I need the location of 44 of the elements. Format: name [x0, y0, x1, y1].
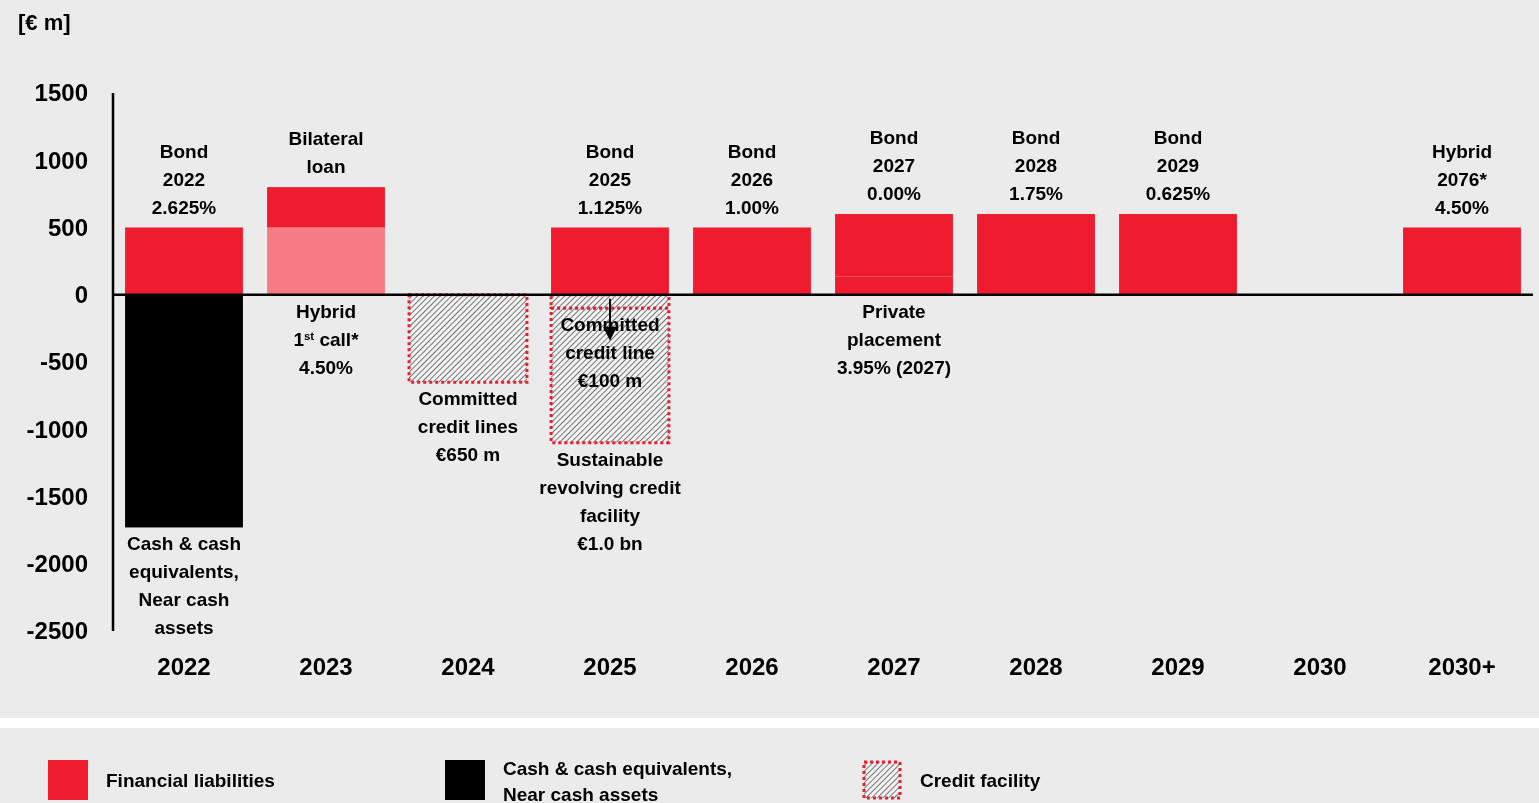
bar: [267, 187, 385, 228]
bar: [693, 227, 811, 295]
y-tick-label: -1000: [26, 415, 88, 443]
y-axis-title: [€ m]: [18, 10, 71, 35]
annotation: Bond 2029 0.625%: [1145, 127, 1211, 205]
x-tick-label: 2025: [583, 653, 637, 680]
x-tick-label: 2024: [441, 653, 496, 680]
annotation: Bond 2028 1.75%: [1009, 127, 1064, 205]
legend-label: Cash & cash equivalents, Near cash assets: [503, 758, 733, 803]
bar: [1403, 227, 1521, 295]
legend-label: Financial liabilities: [106, 770, 275, 791]
y-tick-label: -1500: [26, 482, 88, 510]
annotation: Bond 2027 0.00%: [867, 127, 922, 205]
x-tick-label: 2022: [157, 653, 211, 680]
x-tick-label: 2030: [1293, 653, 1347, 680]
y-tick-label: -2000: [26, 550, 88, 578]
annotation: Committed credit lines €650 m: [417, 388, 519, 466]
annotation: Private placement 3.95% (2027): [836, 300, 952, 378]
y-tick-label: 1500: [34, 79, 88, 107]
annotation: Cash & cash equivalents, Near cash assets: [126, 533, 242, 639]
annotation: Bond 2025 1.125%: [577, 140, 643, 218]
x-tick-label: 2026: [725, 653, 779, 680]
y-tick-label: -500: [39, 348, 88, 376]
x-tick-label: 2030+: [1428, 653, 1496, 680]
y-tick-label: 0: [74, 281, 88, 309]
x-tick-label: 2027: [867, 653, 921, 680]
annotation: Hybrid 2076* 4.50%: [1431, 140, 1493, 218]
y-tick-label: 500: [47, 213, 88, 241]
annotation: Bond 2022 2.625%: [151, 140, 217, 218]
bar: [407, 293, 529, 384]
annotation: Hybrid 1$^{st}$ call* 4.50%: [293, 300, 360, 378]
annotation: Bilateral loan: [288, 128, 364, 178]
annotation: Sustainable revolving credit facility €1.0 bn: [539, 448, 682, 554]
x-tick-label: 2028: [1009, 653, 1063, 680]
legend-label: Credit facility: [920, 770, 1041, 791]
bar: [125, 227, 243, 295]
bar: [977, 214, 1095, 295]
x-tick-label: 2029: [1151, 653, 1205, 680]
bar: [267, 227, 385, 295]
x-tick-label: 2023: [299, 653, 353, 680]
y-tick-label: 1000: [34, 146, 88, 174]
annotation: Bond 2026 1.00%: [725, 140, 780, 218]
bar: [1119, 214, 1237, 295]
y-tick-label: -2500: [26, 617, 88, 645]
